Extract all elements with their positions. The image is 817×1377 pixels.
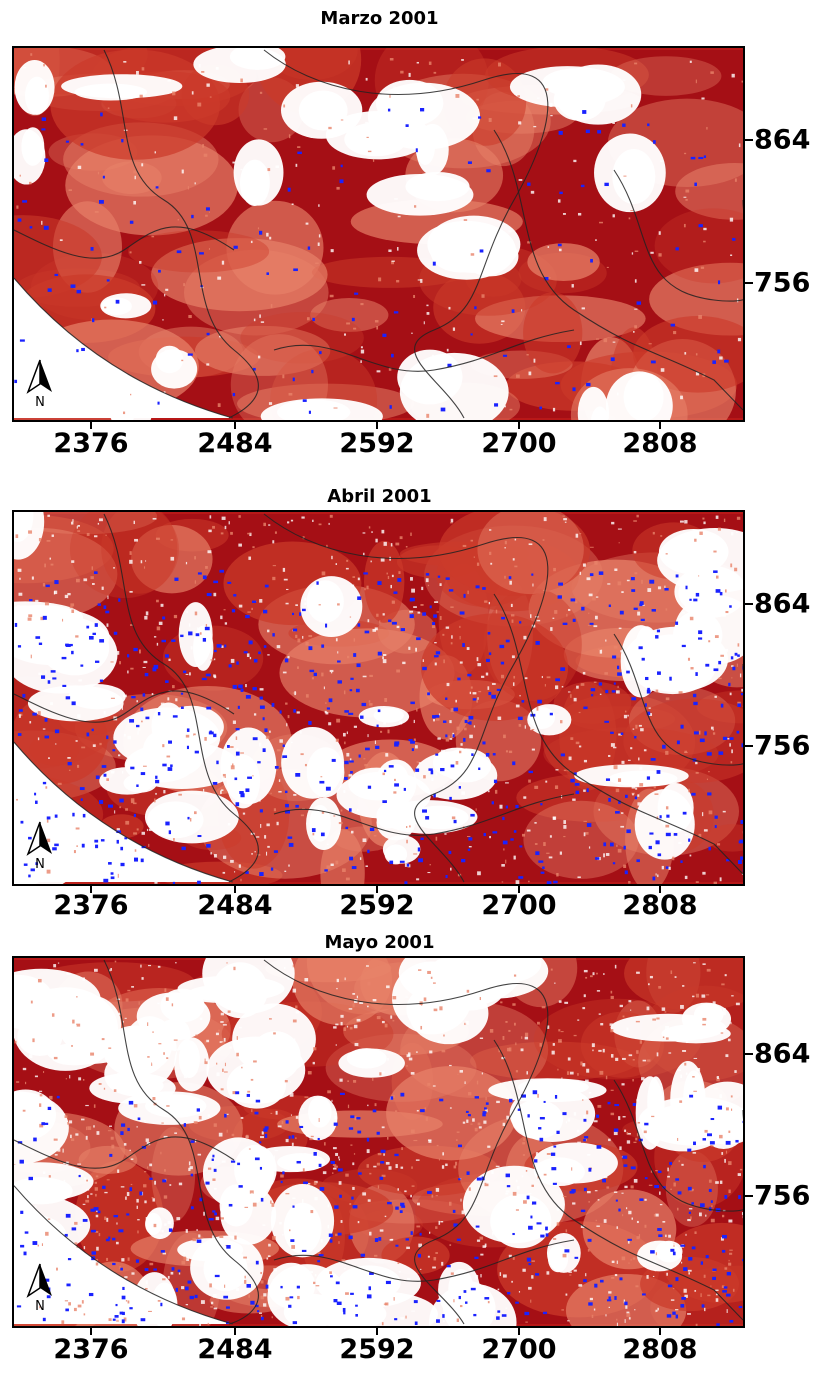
x-tick-mark (376, 422, 378, 429)
y-tick-label: 756 (754, 267, 811, 299)
raster-map (14, 958, 743, 1326)
x-tick-label: 2700 (481, 890, 557, 921)
x-tick-label: 2376 (53, 1334, 129, 1365)
x-tick-mark (90, 422, 92, 429)
y-tick-mark (745, 1195, 753, 1197)
x-tick-label: 2592 (339, 1334, 415, 1365)
x-tick-mark (659, 1328, 661, 1335)
x-tick-label: 2808 (622, 1334, 698, 1365)
x-tick-mark (234, 1328, 236, 1335)
north-label: N (35, 857, 45, 872)
north-label: N (35, 395, 45, 410)
x-tick-label: 2484 (197, 428, 273, 459)
x-tick-mark (234, 886, 236, 893)
x-tick-label: 2700 (481, 428, 557, 459)
panel-title: Marzo 2001 (320, 8, 439, 29)
x-tick-label: 2592 (339, 428, 415, 459)
x-tick-mark (376, 886, 378, 893)
y-tick-mark (745, 745, 753, 747)
raster-map (14, 48, 743, 420)
map-canvas (12, 46, 745, 422)
x-tick-mark (518, 1328, 520, 1335)
y-tick-label: 864 (754, 1038, 811, 1070)
x-tick-label: 2484 (197, 890, 273, 921)
x-tick-mark (518, 422, 520, 429)
north-arrow-icon: N (20, 820, 60, 872)
x-tick-mark (376, 1328, 378, 1335)
x-tick-label: 2484 (197, 1334, 273, 1365)
y-tick-mark (745, 1053, 753, 1055)
x-tick-mark (659, 886, 661, 893)
y-tick-label: 756 (754, 1180, 811, 1212)
x-tick-mark (234, 422, 236, 429)
y-tick-mark (745, 139, 753, 141)
x-tick-mark (90, 886, 92, 893)
map-canvas (12, 956, 745, 1328)
y-tick-mark (745, 282, 753, 284)
x-tick-label: 2376 (53, 428, 129, 459)
y-tick-label: 756 (754, 730, 811, 762)
panel-title: Abril 2001 (327, 486, 432, 507)
y-tick-mark (745, 603, 753, 605)
x-tick-label: 2808 (622, 890, 698, 921)
north-label: N (35, 1299, 45, 1314)
x-tick-mark (518, 886, 520, 893)
x-tick-mark (90, 1328, 92, 1335)
x-tick-label: 2808 (622, 428, 698, 459)
north-arrow-icon: N (20, 1262, 60, 1314)
north-arrow-icon: N (20, 358, 60, 410)
map-canvas (12, 510, 745, 886)
x-tick-label: 2376 (53, 890, 129, 921)
x-tick-label: 2700 (481, 1334, 557, 1365)
y-tick-label: 864 (754, 124, 811, 156)
x-tick-mark (659, 422, 661, 429)
x-tick-label: 2592 (339, 890, 415, 921)
y-tick-label: 864 (754, 588, 811, 620)
panel-title: Mayo 2001 (324, 932, 435, 953)
raster-map (14, 512, 743, 884)
